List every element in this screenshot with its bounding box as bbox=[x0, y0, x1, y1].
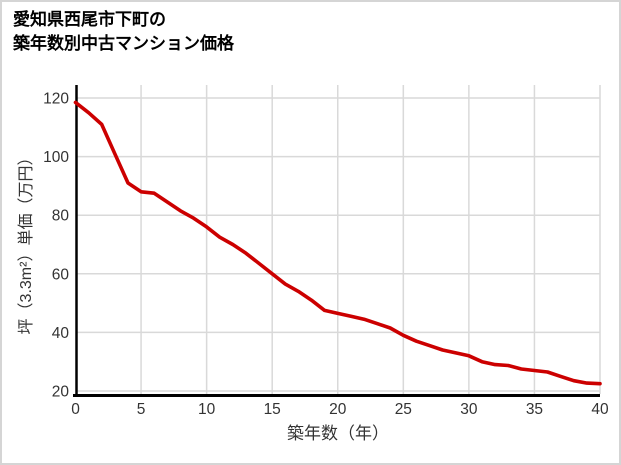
y-tick-label: 80 bbox=[52, 208, 70, 225]
y-tick-label: 100 bbox=[43, 149, 69, 166]
x-axis-title: 築年数（年） bbox=[287, 424, 389, 443]
y-axis-title: 坪（3.3m²）単価（万円） bbox=[18, 149, 35, 335]
y-tick-label: 60 bbox=[52, 266, 70, 283]
x-tick-label: 20 bbox=[329, 401, 347, 418]
price-line-series bbox=[73, 100, 602, 386]
x-tick-label: 10 bbox=[198, 401, 216, 418]
chart-title: 愛知県西尾市下町の 築年数別中古マンション価格 bbox=[13, 8, 234, 56]
x-tick-label: 15 bbox=[264, 401, 281, 418]
x-tick-label: 35 bbox=[526, 401, 543, 418]
y-tick-label: 20 bbox=[52, 384, 70, 401]
x-tick-label: 25 bbox=[395, 401, 412, 418]
x-tick-label: 0 bbox=[71, 401, 80, 418]
x-tick-label: 40 bbox=[591, 401, 609, 418]
y-tick-label: 120 bbox=[43, 91, 69, 108]
x-tick-label: 5 bbox=[137, 401, 146, 418]
x-tick-label: 30 bbox=[460, 401, 478, 418]
chart-title-line1: 愛知県西尾市下町の bbox=[13, 10, 166, 29]
y-tick-label: 40 bbox=[52, 325, 70, 342]
chart-title-line2: 築年数別中古マンション価格 bbox=[13, 34, 234, 53]
